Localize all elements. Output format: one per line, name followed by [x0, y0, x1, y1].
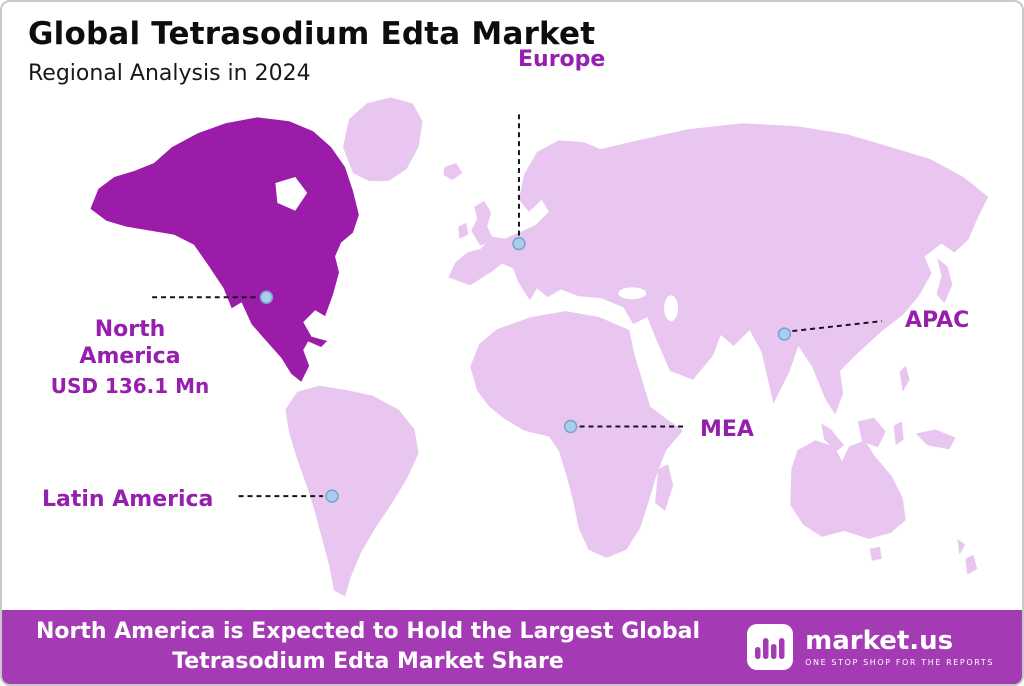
marker-apac	[777, 327, 792, 341]
island-madagascar	[655, 464, 674, 512]
brand-logo: market.us ONE STOP SHOP FOR THE REPORTS	[747, 624, 994, 670]
region-value-north-america: USD 136.1 Mn	[50, 374, 210, 398]
marker-north-america	[259, 290, 274, 304]
island-sumatra	[821, 423, 845, 452]
island-new-zealand-north	[957, 538, 966, 555]
footer-headline-line1: North America is Expected to Hold the La…	[35, 619, 701, 644]
black-sea	[618, 287, 647, 300]
island-philippines	[899, 365, 910, 392]
leader-line-apac	[792, 320, 882, 333]
footer-headline: North America is Expected to Hold the La…	[2, 617, 734, 677]
continent-australia	[790, 440, 906, 539]
marker-europe	[512, 236, 526, 251]
footer-headline-line2: Tetrasodium Edta Market Share	[172, 649, 564, 674]
continent-north-america-highlighted	[90, 117, 359, 382]
island-sulawesi	[893, 421, 904, 446]
continent-greenland	[342, 97, 423, 181]
region-label-apac: APAC	[905, 308, 970, 333]
marker-latin-america	[325, 489, 339, 503]
island-borneo	[857, 417, 886, 448]
region-label-latin-america: Latin America	[42, 487, 214, 512]
region-label-north-america-text: North America	[79, 317, 181, 369]
island-tasmania	[869, 546, 882, 561]
caspian-sea	[664, 295, 679, 322]
footer-banner: North America is Expected to Hold the La…	[2, 610, 1022, 684]
region-label-mea: MEA	[700, 417, 754, 442]
island-iceland	[443, 163, 463, 180]
island-new-zealand-south	[965, 554, 978, 575]
region-label-europe: Europe	[518, 47, 606, 72]
island-japan	[936, 258, 953, 304]
island-new-guinea	[915, 429, 956, 450]
brand-tagline: ONE STOP SHOP FOR THE REPORTS	[805, 657, 994, 667]
island-ireland	[458, 222, 469, 239]
brand-logo-icon	[747, 624, 794, 670]
continent-south-america	[285, 385, 419, 597]
region-label-north-america: North America USD 136.1 Mn	[50, 316, 210, 400]
page-title: Global Tetrasodium Edta Market	[28, 16, 596, 52]
island-cuba	[307, 336, 328, 347]
island-great-britain	[471, 200, 495, 246]
marker-mea	[563, 419, 578, 434]
header: Global Tetrasodium Edta Market Regional …	[28, 16, 595, 86]
continent-africa	[470, 311, 683, 558]
brand-name: market.us	[805, 625, 954, 656]
continent-eurasia	[448, 123, 989, 415]
brand-text: market.us ONE STOP SHOP FOR THE REPORTS	[805, 628, 994, 667]
page-subtitle: Regional Analysis in 2024	[28, 61, 311, 86]
